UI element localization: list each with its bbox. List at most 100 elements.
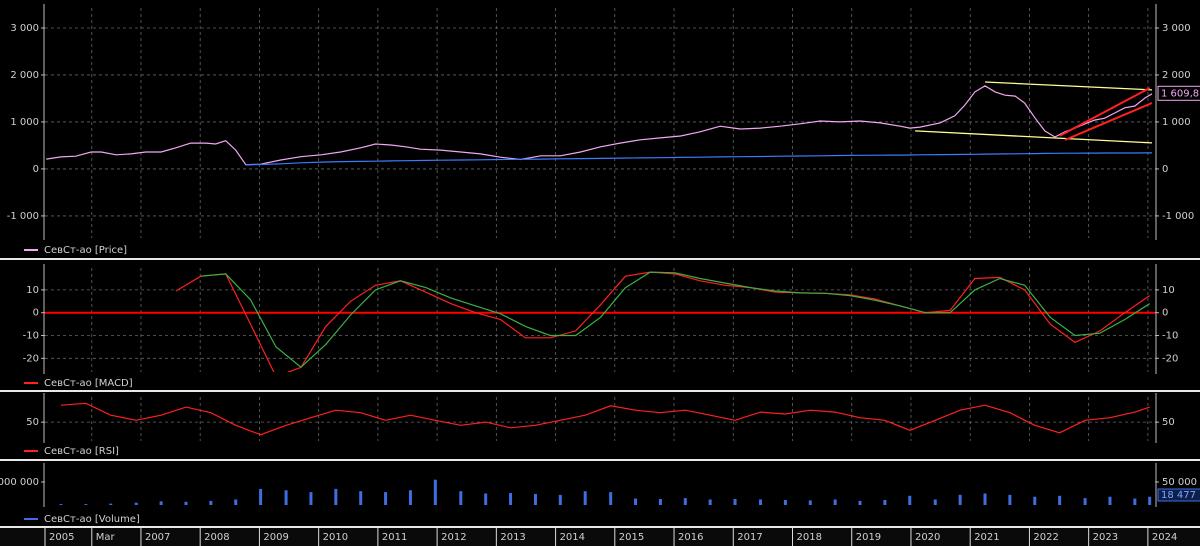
volume-bar bbox=[908, 495, 912, 505]
y-tick-label: 0 bbox=[33, 164, 39, 175]
trendline bbox=[984, 81, 1153, 91]
volume-bar bbox=[184, 501, 188, 505]
volume-bar bbox=[484, 493, 488, 505]
current-value-box bbox=[1157, 488, 1200, 502]
x-tick-label: 2021 bbox=[974, 532, 999, 543]
volume-bar bbox=[833, 499, 837, 505]
volume-bar bbox=[159, 501, 163, 505]
plot-area bbox=[175, 271, 1151, 372]
volume-bar bbox=[134, 502, 138, 505]
x-tick-label: 2019 bbox=[856, 532, 881, 543]
y-tick-label-right: 0 bbox=[1162, 308, 1168, 319]
volume-bar bbox=[309, 492, 313, 505]
volume-bar bbox=[408, 490, 412, 505]
volume-bar bbox=[759, 499, 763, 505]
y-tick-label-right: -10 bbox=[1162, 331, 1178, 342]
x-tick-label: 2014 bbox=[560, 532, 585, 543]
volume-bar bbox=[733, 499, 737, 505]
legend-label: СевСт-ао [Price] bbox=[44, 245, 127, 256]
x-tick-label: 2024 bbox=[1152, 532, 1177, 543]
volume-bar bbox=[459, 491, 463, 505]
y-tick-label-right: 0 bbox=[1162, 164, 1168, 175]
volume-bar bbox=[558, 494, 562, 505]
y-tick-label: 10 bbox=[26, 285, 39, 296]
volume-bar bbox=[1033, 496, 1037, 505]
series-line bbox=[200, 271, 1151, 368]
trendline bbox=[915, 130, 1153, 144]
volume-bar bbox=[1133, 498, 1137, 505]
y-tick-label: 1 000 bbox=[10, 117, 39, 128]
volume-bar bbox=[234, 499, 238, 505]
volume-bar bbox=[1083, 498, 1087, 505]
y-tick-label-right: 10 bbox=[1162, 285, 1175, 296]
volume-bar bbox=[259, 488, 263, 505]
volume-bar bbox=[509, 493, 513, 505]
x-tick-label: 2011 bbox=[382, 532, 407, 543]
y-tick-label: -20 bbox=[23, 353, 39, 364]
x-tick-label: 2015 bbox=[619, 532, 644, 543]
y-tick-label: -10 bbox=[23, 331, 39, 342]
plot-area bbox=[46, 81, 1153, 166]
plot-area bbox=[59, 479, 1152, 505]
volume-bar bbox=[609, 492, 613, 505]
x-tick-label: 2022 bbox=[1033, 532, 1058, 543]
volume-bar bbox=[808, 500, 812, 505]
y-tick-label-right: -20 bbox=[1162, 353, 1178, 364]
volume-bar bbox=[334, 488, 338, 505]
volume-bar bbox=[433, 479, 437, 505]
legend-label: СевСт-ао [MACD] bbox=[44, 378, 133, 389]
volume-bar bbox=[1008, 494, 1012, 505]
y-tick-label-right: 3 000 bbox=[1162, 23, 1191, 34]
x-tick-label: 2012 bbox=[441, 532, 466, 543]
series-line bbox=[60, 402, 1150, 436]
x-tick-label: 2013 bbox=[500, 532, 525, 543]
legend-label: СевСт-ао [Volume] bbox=[44, 514, 140, 525]
plot-area bbox=[60, 402, 1150, 436]
volume-bar bbox=[983, 493, 987, 505]
volume-bar bbox=[109, 503, 113, 505]
current-value-label: 18 477 bbox=[1161, 490, 1196, 501]
volume-bar bbox=[958, 494, 962, 505]
y-tick-label-right: 50 bbox=[1162, 417, 1175, 428]
volume-bar bbox=[1148, 496, 1152, 505]
y-tick-label: 50 000 000 bbox=[0, 477, 39, 488]
volume-bar bbox=[634, 498, 638, 505]
y-tick-label: 3 000 bbox=[10, 23, 39, 34]
x-tick-label: 2023 bbox=[1093, 532, 1118, 543]
volume-bar bbox=[1058, 495, 1062, 505]
x-tick-label: 2017 bbox=[737, 532, 762, 543]
last-value-box bbox=[1157, 85, 1200, 101]
volume-bar bbox=[384, 492, 388, 505]
y-tick-label: -1 000 bbox=[7, 211, 39, 222]
volume-bar bbox=[883, 499, 887, 505]
volume-bar bbox=[933, 499, 937, 505]
y-tick-label: 0 bbox=[33, 308, 39, 319]
y-tick-label-right: 50 000 000 bbox=[1162, 477, 1200, 488]
x-tick-label: Mar bbox=[96, 532, 116, 543]
legend-label: СевСт-ао [RSI] bbox=[44, 446, 119, 457]
x-tick-label: 2016 bbox=[678, 532, 703, 543]
volume-bar bbox=[858, 500, 862, 505]
x-tick-label: 2020 bbox=[915, 532, 940, 543]
y-tick-label-right: 1 000 bbox=[1162, 117, 1191, 128]
volume-bar bbox=[359, 491, 363, 505]
volume-bar bbox=[209, 500, 213, 505]
volume-bar bbox=[583, 491, 587, 505]
volume-bar bbox=[783, 499, 787, 505]
trendline bbox=[1064, 102, 1153, 141]
volume-bar bbox=[683, 498, 687, 505]
y-tick-label-right: -1 000 bbox=[1162, 211, 1194, 222]
x-tick-label: 2009 bbox=[263, 532, 288, 543]
volume-bar bbox=[1108, 496, 1112, 505]
volume-bar bbox=[708, 499, 712, 505]
time-axis-bar bbox=[0, 528, 1200, 546]
x-tick-label: 2018 bbox=[797, 532, 822, 543]
volume-bar bbox=[84, 504, 88, 505]
trendline bbox=[1059, 87, 1151, 137]
last-value-label: 1 609,8 bbox=[1161, 88, 1199, 99]
y-tick-label: 50 bbox=[26, 417, 39, 428]
volume-bar bbox=[658, 499, 662, 505]
